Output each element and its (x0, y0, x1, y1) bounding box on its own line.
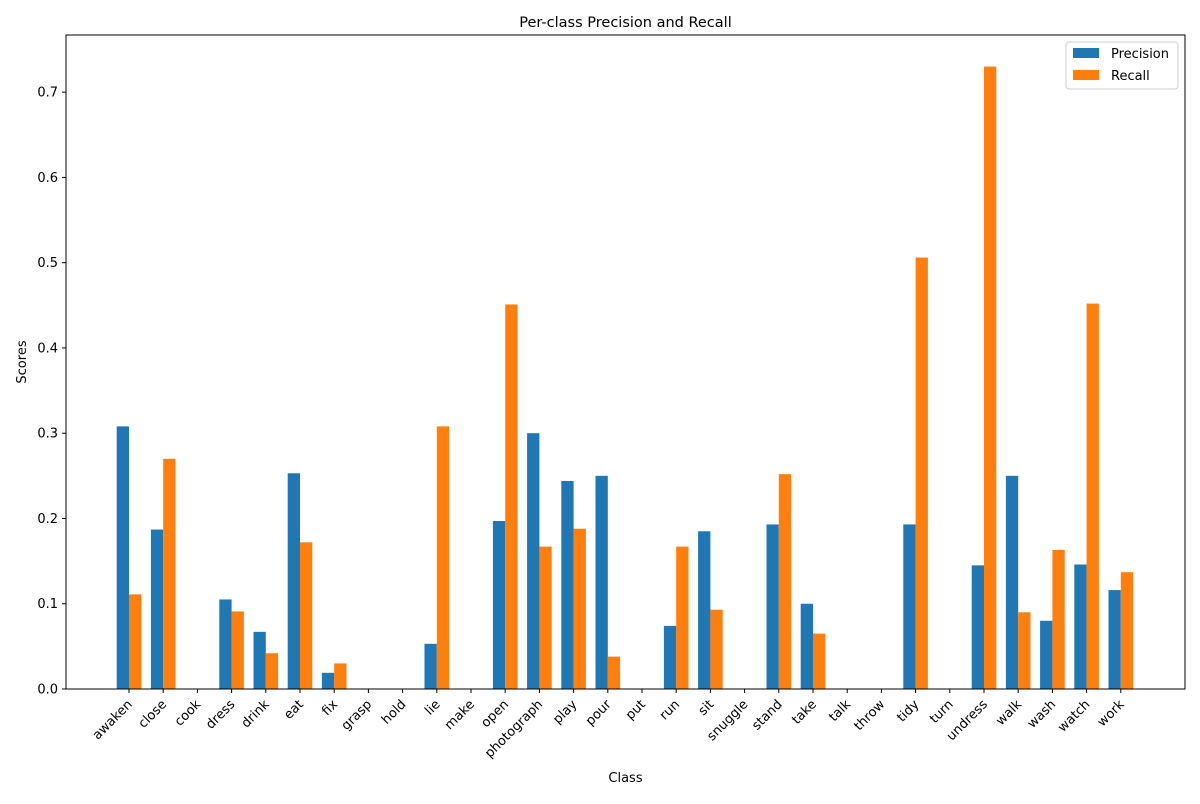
recall-bar-open (505, 304, 518, 689)
y-axis-label: Scores (15, 340, 30, 383)
recall-bar-fix (334, 663, 347, 689)
y-tick-label-0: 0.0 (37, 683, 58, 698)
precision-bar-drink (253, 631, 266, 689)
chart-title: Per-class Precision and Recall (519, 15, 731, 31)
x-tick-label-fix: fix (319, 697, 341, 719)
legend-swatch-precision (1073, 48, 1099, 58)
recall-bar-sit (710, 609, 723, 689)
x-tick-label-walk: walk (993, 697, 1025, 729)
recall-bar-pour (607, 656, 621, 689)
recall-bar-stand (778, 474, 792, 689)
precision-bar-watch (1074, 564, 1087, 689)
precision-bar-undress (971, 565, 984, 689)
x-tick-label-make: make (442, 697, 478, 733)
x-axis-label: Class (608, 771, 642, 786)
x-tick-label-sit: sit (696, 697, 718, 719)
recall-bar-watch (1086, 303, 1099, 689)
recall-bar-run (676, 546, 689, 689)
x-tick-label-lie: lie (422, 697, 443, 718)
x-tick-label-put: put (623, 697, 649, 723)
x-tick-label-tidy: tidy (894, 697, 922, 725)
x-tick-label-drink: drink (239, 697, 273, 731)
legend-label-recall: Recall (1111, 69, 1150, 84)
recall-bar-tidy (915, 257, 928, 689)
x-tick-label-awaken: awaken (90, 697, 136, 743)
recall-bar-wash (1052, 550, 1065, 689)
y-tick-label-1: 0.1 (37, 597, 58, 612)
recall-bar-work (1120, 572, 1134, 689)
recall-bar-lie (436, 426, 450, 689)
x-tick-label-play: play (550, 697, 580, 727)
precision-bar-dress (219, 599, 232, 689)
x-tick-label-throw: throw (851, 697, 888, 734)
bars-layer (116, 66, 1134, 690)
x-tick-label-talk: talk (826, 697, 854, 725)
precision-bar-pour (595, 475, 608, 689)
x-tick-label-cook: cook (172, 697, 205, 730)
recall-bar-drink (265, 653, 279, 689)
precision-bar-stand (766, 524, 779, 689)
precision-bar-awaken (116, 426, 129, 689)
precision-bar-take (800, 603, 813, 689)
precision-bar-close (150, 529, 164, 689)
recall-bar-take (813, 633, 826, 689)
x-tick-label-take: take (789, 697, 820, 728)
x-tick-label-stand: stand (749, 697, 785, 733)
y-tick-label-5: 0.5 (37, 256, 58, 271)
y-tick-label-3: 0.3 (37, 427, 58, 442)
precision-bar-tidy (903, 524, 916, 689)
x-tick-label-run: run (657, 697, 683, 723)
legend-swatch-recall (1073, 70, 1099, 80)
x-tick-label-grasp: grasp (339, 697, 375, 733)
x-tick-label-turn: turn (927, 697, 956, 726)
recall-bar-awaken (129, 594, 142, 689)
precision-bar-walk (1005, 475, 1019, 689)
legend-label-precision: Precision (1111, 47, 1169, 62)
y-axis: 0.0 0.1 0.2 0.3 0.4 0.5 0.6 0.7 (37, 86, 66, 698)
y-tick-label-2: 0.2 (37, 512, 58, 527)
x-tick-label-work: work (1095, 697, 1128, 730)
x-tick-label-hold: hold (379, 697, 409, 727)
precision-bar-play (561, 480, 574, 689)
recall-bar-eat (300, 542, 313, 689)
precision-bar-fix (321, 672, 335, 689)
y-tick-label-6: 0.6 (37, 171, 58, 186)
recall-bar-photograph (539, 546, 552, 689)
x-tick-label-close: close (136, 697, 170, 731)
precision-bar-lie (424, 643, 437, 689)
x-tick-label-wash: wash (1025, 697, 1059, 731)
recall-bar-close (163, 458, 176, 689)
precision-bar-open (492, 521, 506, 689)
legend: Precision Recall (1065, 41, 1179, 90)
x-tick-label-watch: watch (1055, 697, 1093, 735)
recall-bar-dress (231, 611, 244, 689)
precision-bar-work (1108, 590, 1121, 689)
precision-bar-photograph (527, 433, 540, 689)
recall-bar-undress (984, 66, 997, 690)
x-tick-label-dress: dress (203, 697, 238, 732)
precision-bar-wash (1040, 620, 1053, 689)
recall-bar-play (573, 528, 586, 689)
precision-bar-eat (287, 473, 300, 689)
plot-frame (65, 34, 1186, 690)
recall-bar-walk (1018, 612, 1031, 689)
precision-bar-run (663, 625, 677, 689)
x-tick-label-eat: eat (281, 697, 307, 723)
precision-bar-sit (698, 531, 711, 689)
y-tick-label-4: 0.4 (37, 341, 58, 356)
x-tick-label-pour: pour (583, 697, 615, 729)
y-tick-label-7: 0.7 (37, 86, 58, 101)
